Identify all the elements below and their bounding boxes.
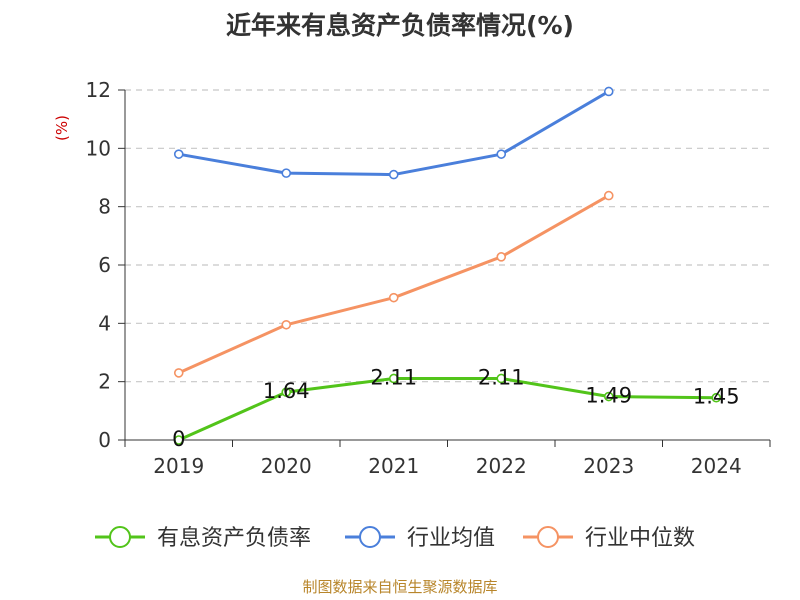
y-tick-label: 4	[98, 311, 111, 335]
y-axis-label: (%)	[53, 115, 71, 141]
data-label: 1.49	[585, 384, 632, 408]
data-point	[496, 252, 507, 262]
data-point	[603, 190, 614, 201]
data-point	[603, 86, 614, 97]
data-point	[711, 392, 722, 403]
x-tick-label: 2019	[153, 454, 204, 478]
data-point	[496, 373, 507, 384]
data-point	[388, 169, 399, 180]
data-label: 2.11	[478, 365, 525, 389]
y-tick-label: 8	[98, 195, 111, 219]
data-labels: 0 1.64 2.11 2.11 1.49 1.45	[172, 365, 740, 451]
legend-marker	[359, 526, 381, 548]
legend-label: 行业中位数	[585, 526, 695, 551]
y-tick-label: 6	[98, 253, 111, 277]
chart-title: 近年来有息资产负债率情况(%)	[226, 11, 574, 40]
gridlines	[125, 89, 770, 383]
data-label: 1.45	[693, 385, 740, 409]
data-point	[388, 373, 399, 384]
y-tick-label: 12	[86, 78, 111, 102]
axes: 0 2 4 6 8 10 12 (%) 2019 2020 2021 2022 2023 2024	[53, 78, 771, 478]
data-point	[603, 391, 614, 402]
legend-label: 有息资产负债率	[157, 526, 311, 551]
series-line	[178, 90, 610, 177]
source-note: 制图数据来自恒生聚源数据库	[302, 578, 498, 596]
legend-label: 行业均值	[407, 526, 495, 551]
series-line	[178, 376, 717, 442]
data-point	[173, 435, 184, 445]
y-tick-label: 0	[98, 428, 111, 452]
x-tick-label: 2022	[476, 454, 527, 478]
data-label: 2.11	[370, 365, 417, 389]
series-lines	[173, 86, 722, 445]
data-point	[281, 319, 292, 330]
data-point	[388, 292, 399, 303]
legend: 有息资产负债率 行业均值 行业中位数	[95, 526, 695, 551]
x-tick-label: 2023	[583, 454, 634, 478]
data-label: 1.64	[263, 379, 310, 403]
y-tick-label: 2	[98, 370, 111, 394]
data-point	[173, 368, 184, 378]
data-point	[281, 387, 292, 397]
data-label: 0	[172, 427, 185, 451]
series-line	[178, 194, 610, 375]
y-tick-label: 10	[86, 136, 111, 160]
x-tick-label: 2024	[691, 454, 742, 478]
x-tick-label: 2020	[261, 454, 312, 478]
legend-marker	[537, 526, 559, 548]
data-point	[281, 168, 292, 178]
data-point	[496, 149, 507, 159]
x-tick-label: 2021	[368, 454, 419, 478]
legend-marker	[109, 526, 131, 548]
data-point	[173, 149, 184, 159]
